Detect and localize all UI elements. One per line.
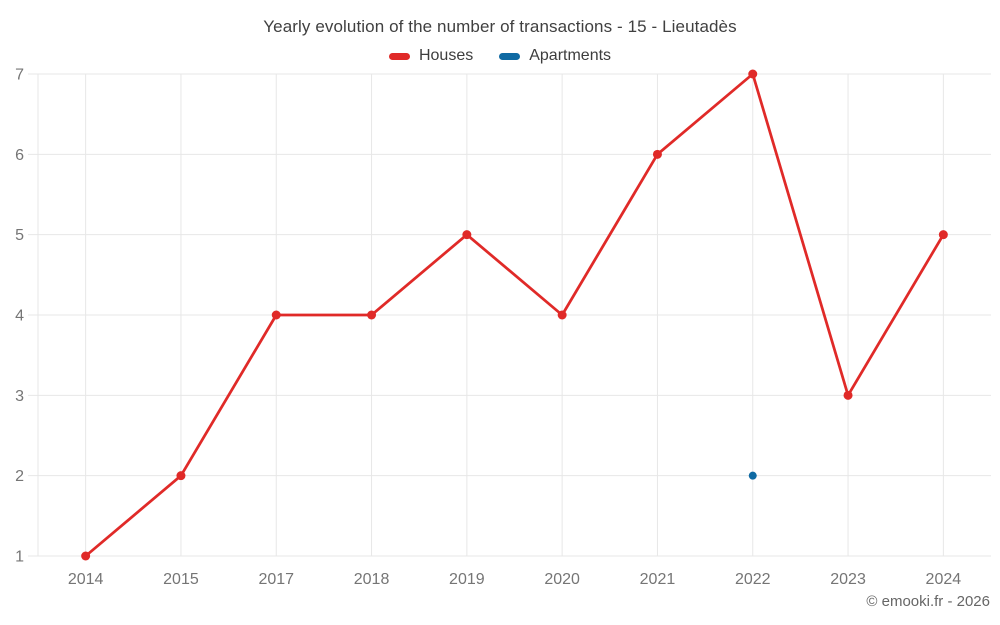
apartments-legend-label: Apartments — [529, 47, 612, 64]
houses-point — [652, 149, 662, 159]
houses-legend-swatch — [388, 52, 410, 60]
y-tick-label: 5 — [15, 227, 24, 244]
y-tick-label: 1 — [15, 549, 24, 566]
x-tick-label: 2019 — [449, 571, 485, 588]
houses-point — [748, 69, 758, 79]
legend-item-houses[interactable]: Houses — [388, 47, 474, 65]
y-tick-label: 4 — [15, 308, 24, 325]
houses-point — [81, 551, 91, 561]
y-tick-label: 7 — [15, 67, 24, 84]
y-tick-label: 2 — [15, 468, 24, 485]
y-tick-label: 3 — [15, 388, 24, 405]
apartments-legend-swatch — [499, 52, 521, 60]
x-tick-label: 2017 — [258, 571, 294, 588]
x-tick-label: 2023 — [830, 571, 866, 588]
houses-line — [84, 72, 945, 558]
legend: Houses Apartments — [0, 47, 1000, 65]
y-tick-label: 6 — [15, 147, 24, 164]
x-tick-label: 2024 — [926, 571, 962, 588]
x-tick-label: 2018 — [354, 571, 390, 588]
houses-point — [462, 230, 472, 240]
houses-point — [938, 230, 948, 240]
x-tick-label: 2015 — [163, 571, 199, 588]
legend-item-apartments[interactable]: Apartments — [499, 47, 611, 65]
houses-point — [557, 310, 567, 320]
x-tick-label: 2020 — [544, 571, 580, 588]
x-tick-label: 2021 — [640, 571, 676, 588]
chart-title: Yearly evolution of the number of transa… — [263, 17, 737, 36]
houses-point — [843, 390, 853, 400]
copyright: © emooki.fr - 2026 — [866, 593, 990, 610]
x-tick-label: 2014 — [68, 571, 104, 588]
houses-point — [176, 471, 186, 481]
houses-point — [271, 310, 281, 320]
houses-legend-label: Houses — [418, 47, 474, 64]
x-tick-label: 2022 — [735, 571, 771, 588]
houses-point — [367, 310, 377, 320]
apartments-point — [748, 471, 757, 480]
